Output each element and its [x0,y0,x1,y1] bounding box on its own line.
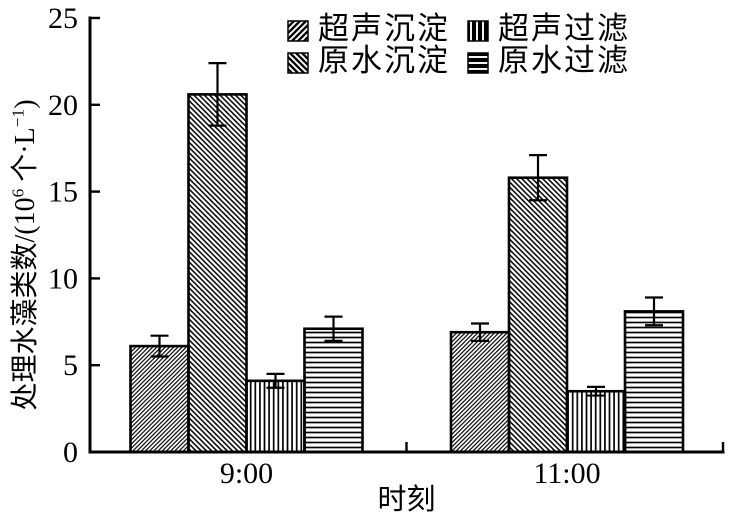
legend-label-超声沉淀: 超声沉淀 [318,11,450,46]
bar-超声过滤-9:00 [245,379,306,454]
x-category-label-11:00: 11:00 [533,457,600,490]
bar-超声过滤-11:00 [565,389,627,454]
bar-超声沉淀-11:00 [449,330,511,454]
error-bar-原水过滤-9:00 [324,315,343,342]
error-bar-超声过滤-11:00 [587,385,605,397]
bar-超声沉淀-9:00 [129,344,190,454]
legend-label-原水沉淀: 原水沉淀 [318,43,450,78]
y-tick-label: 0 [63,436,78,469]
error-bar-原水过滤-11:00 [645,296,663,327]
y-axis-title-exponent: −1 [8,108,28,128]
bar-原水过滤-11:00 [623,310,685,454]
y-tick-label: 5 [63,349,78,382]
legend-swatch-超声过滤 [467,20,489,42]
y-axis-title-close: ) [10,99,41,109]
y-axis-title-superscript: 6 [8,188,28,198]
x-category-label-9:00: 9:00 [220,457,273,490]
y-axis-title: 处理水藻类数/(106 个·L−1) [3,99,43,410]
legend-swatch-原水过滤 [467,52,489,74]
legend-label-超声过滤: 超声过滤 [498,11,630,46]
bar-原水沉淀-9:00 [187,93,248,454]
error-bar-超声过滤-9:00 [266,372,285,389]
y-axis-title-unit: 个·L [10,127,41,189]
legend-label-原水过滤: 原水过滤 [498,43,630,78]
y-tick-label: 20 [48,89,78,122]
bar-原水过滤-9:00 [303,327,364,454]
error-bar-原水沉淀-9:00 [208,62,227,127]
y-tick-label: 25 [48,2,78,35]
error-bar-原水沉淀-11:00 [529,154,547,202]
y-tick-label: 15 [48,176,78,209]
y-axis-title-text: 处理水藻类数/(10 [10,197,41,411]
error-bar-超声沉淀-9:00 [150,334,169,358]
bar-原水沉淀-11:00 [507,176,569,454]
legend-swatch-超声沉淀 [287,20,309,42]
legend-swatch-原水沉淀 [287,52,309,74]
error-bar-超声沉淀-11:00 [471,322,489,342]
x-axis-title: 时刻 [377,483,435,516]
y-tick-label: 10 [48,262,78,295]
